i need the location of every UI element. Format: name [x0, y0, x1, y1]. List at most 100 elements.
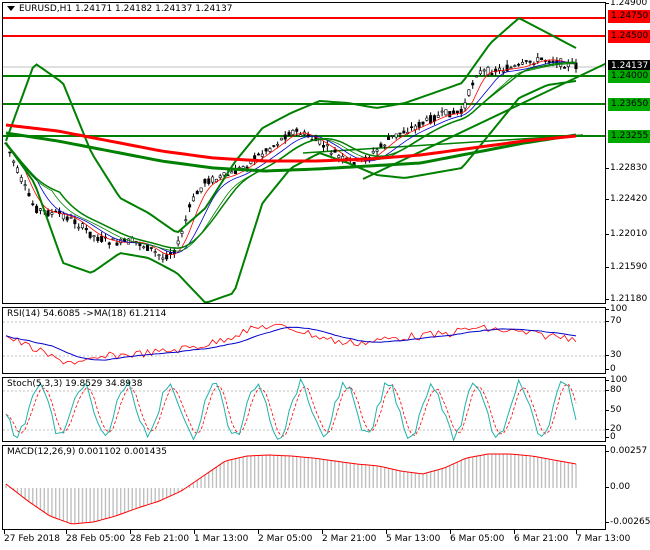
candle-body: [245, 166, 249, 169]
candle-body: [402, 130, 406, 134]
candle-body: [142, 246, 146, 249]
rsi-tick-label: 100: [605, 304, 628, 314]
candle-body: [19, 177, 23, 182]
candle-body: [276, 143, 280, 146]
candle-body: [165, 254, 169, 260]
price-tick-label: 1.21590: [605, 262, 648, 272]
candle-body: [268, 148, 272, 152]
candle-body: [440, 110, 444, 113]
candle-body: [279, 137, 283, 141]
candle-body: [180, 231, 184, 234]
candle-body: [375, 149, 379, 152]
candle-body: [337, 155, 341, 158]
candle-body: [494, 68, 498, 73]
candle-body: [256, 153, 260, 156]
symbol-info-text: EURUSD,H1 1.24171 1.24182 1.24137 1.2413…: [19, 4, 233, 14]
stoch-main-line: [5, 378, 577, 441]
time-tick-label: 2 Mar 05:00: [258, 530, 313, 544]
candle-body: [528, 60, 532, 63]
candle-body: [107, 242, 111, 245]
price-level-label: 1.24500: [608, 30, 650, 43]
time-tick-label: 6 Mar 21:00: [514, 530, 569, 544]
candle-body: [27, 192, 31, 197]
candle-body: [394, 133, 398, 138]
candle-body: [35, 205, 39, 213]
candle-body: [390, 135, 394, 137]
macd-axis: 0.00257 0.00 -0.00265: [605, 445, 650, 530]
macd-pane[interactable]: MACD(12,26,9) 0.001102 0.001435: [2, 445, 606, 530]
rsi-ma-line: [5, 326, 577, 361]
candle-body: [299, 134, 303, 137]
candle-body: [482, 69, 486, 72]
candle-body: [195, 190, 199, 195]
rsi-pane[interactable]: RSI(14) 54.6085 ->MA(18) 61.2114: [2, 307, 606, 374]
price-axis: 1.24900 1.22830 1.22420 1.22010 1.21590 1.211…: [605, 0, 650, 304]
candle-body: [88, 231, 92, 238]
stoch-tick-label: 100: [605, 375, 628, 385]
candle-body: [203, 179, 207, 184]
ma-fast-line: [5, 59, 577, 256]
candle-body: [471, 82, 475, 86]
candle-body: [111, 238, 115, 240]
time-tick-label: 28 Feb 21:00: [130, 530, 190, 544]
price-chart-pane[interactable]: EURUSD,H1 1.24171 1.24182 1.24137 1.2413…: [2, 2, 606, 304]
stochastic-canvas: [3, 378, 605, 441]
candle-body: [38, 208, 42, 211]
candle-body: [486, 67, 490, 76]
candle-body: [283, 134, 287, 140]
candle-body: [524, 60, 528, 62]
rsi-tick-label: 30: [605, 350, 622, 360]
candle-body: [520, 62, 524, 65]
candle-body: [432, 115, 436, 122]
candle-body: [157, 254, 161, 257]
bollinger-upper-line: [5, 17, 577, 234]
ma-long-red-line: [5, 123, 577, 163]
time-tick-label: 28 Feb 05:00: [66, 530, 126, 544]
rsi-title: RSI(14) 54.6085 ->MA(18) 61.2114: [7, 309, 167, 319]
candle-body: [444, 109, 448, 116]
candle-body: [417, 122, 421, 128]
candle-body: [31, 203, 35, 206]
candle-body: [230, 171, 234, 174]
candle-body: [333, 149, 337, 153]
candle-body: [8, 151, 12, 154]
stochastic-pane[interactable]: Stoch(5,3,3) 19.8529 34.8938: [2, 377, 606, 442]
price-tick-label: 1.22420: [605, 194, 648, 204]
candle-body: [15, 167, 19, 173]
candle-body: [455, 110, 459, 114]
candle-body: [260, 153, 264, 157]
candle-body: [81, 223, 85, 229]
candle-body: [69, 217, 73, 219]
price-chart-canvas: [3, 17, 605, 303]
time-tick-label: 2 Mar 21:00: [322, 530, 377, 544]
candle-body: [329, 152, 333, 155]
stochastic-axis: 100 80 50 20 0: [605, 375, 650, 442]
candle-body: [207, 178, 211, 184]
price-tick-label: 1.24900: [605, 0, 648, 8]
price-level-label: 1.24000: [608, 70, 650, 83]
candle-body: [222, 172, 226, 176]
time-tick-label: 6 Mar 05:00: [450, 530, 505, 544]
stoch-tick-label: 20: [605, 424, 622, 434]
dropdown-triangle-icon[interactable]: [7, 6, 15, 11]
ma-long-green-line: [5, 131, 577, 173]
candle-body: [547, 60, 551, 63]
candle-body: [318, 139, 322, 145]
time-tick-label: 7 Mar 13:00: [576, 530, 631, 544]
candle-body: [65, 216, 69, 221]
candle-body: [410, 126, 414, 128]
candle-body: [448, 111, 452, 118]
candle-body: [115, 242, 119, 246]
trend-line: [362, 62, 605, 180]
candle-body: [517, 63, 521, 66]
candle-body: [96, 237, 100, 241]
candle-body: [505, 64, 509, 72]
candle-body: [23, 184, 27, 186]
candle-body: [371, 150, 375, 154]
candle-body: [126, 238, 130, 245]
stoch-tick-label: 50: [605, 405, 622, 415]
stochastic-title: Stoch(5,3,3) 19.8529 34.8938: [7, 379, 143, 389]
candle-body: [536, 57, 540, 62]
candle-body: [184, 219, 188, 222]
price-level-label: 1.23650: [608, 98, 650, 111]
